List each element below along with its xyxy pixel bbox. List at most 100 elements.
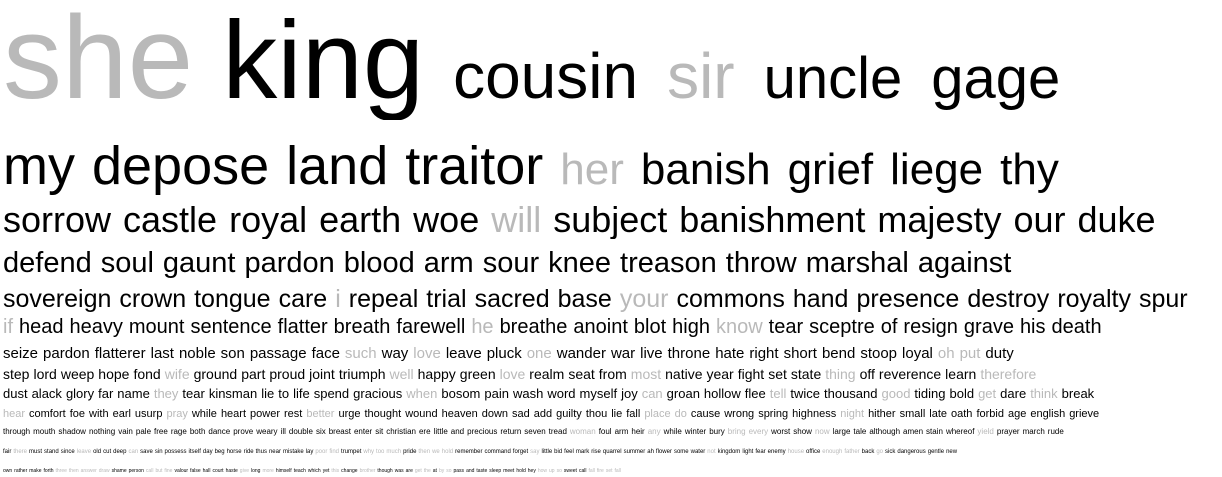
cloud-word: flee xyxy=(744,386,766,401)
cloud-word: sleep xyxy=(489,468,502,474)
cloud-word: forth xyxy=(43,468,54,474)
cloud-word: gage xyxy=(931,46,1061,111)
cloud-word: his xyxy=(1019,317,1046,338)
cloud-word: march xyxy=(1022,427,1045,436)
cloud-word: blood xyxy=(343,248,415,278)
cloud-word: fall xyxy=(614,468,621,474)
cloud-word: soul xyxy=(100,248,154,278)
cloud-word: blot xyxy=(633,317,667,338)
cloud-word: seat xyxy=(568,366,595,382)
cloud-word: realm xyxy=(529,366,565,382)
cloud-word: trumpet xyxy=(341,449,362,455)
cloud-word: love xyxy=(413,345,441,362)
cloud-word: precious xyxy=(467,427,498,436)
cloud-word: teach xyxy=(293,468,306,474)
cloud-word: pardon xyxy=(244,248,335,278)
cloud-word: traitor xyxy=(405,138,544,195)
cloud-word: valour xyxy=(174,468,189,474)
cloud-word: quarrel xyxy=(602,449,622,455)
cloud-word: itself xyxy=(188,449,201,455)
word-row: if head heavy mount sentence flatter breath far… xyxy=(3,317,1220,338)
cloud-word: yet xyxy=(322,468,330,474)
cloud-word: happy xyxy=(417,366,456,382)
cloud-word: passage xyxy=(249,345,307,362)
word-row: own rather make forth three then answer draw sha… xyxy=(3,459,1220,477)
cloud-word: repeal xyxy=(348,286,419,312)
cloud-word: wound xyxy=(405,408,438,420)
cloud-word: lay xyxy=(305,449,314,455)
cloud-word: when xyxy=(406,386,438,401)
cloud-word: mark xyxy=(575,449,590,455)
cloud-word: add xyxy=(533,408,553,420)
cloud-word: go xyxy=(876,449,884,455)
cloud-word: night xyxy=(840,408,865,420)
cloud-word: learn xyxy=(945,366,977,382)
cloud-word: word xyxy=(547,386,576,401)
cloud-word: her xyxy=(560,145,624,194)
cloud-word: usurp xyxy=(134,408,163,420)
cloud-word: bosom xyxy=(441,386,481,401)
cloud-word: spring xyxy=(758,408,789,420)
cloud-word: banish xyxy=(640,145,771,194)
cloud-word: since xyxy=(60,449,75,455)
cloud-word: base xyxy=(557,286,612,312)
cloud-word: face xyxy=(311,345,340,362)
cloud-word: glory xyxy=(65,386,95,401)
cloud-word: kingdom xyxy=(717,449,741,455)
cloud-word: wash xyxy=(512,386,544,401)
cloud-word: show xyxy=(793,427,812,436)
cloud-word: arm xyxy=(614,427,629,436)
cloud-word: grave xyxy=(963,317,1014,338)
cloud-word: reverence xyxy=(878,366,942,382)
cloud-word: royalty xyxy=(1057,286,1131,312)
cloud-word: summer xyxy=(623,449,646,455)
cloud-word: sour xyxy=(482,248,540,278)
cloud-word: ride xyxy=(243,449,254,455)
cloud-word: vain xyxy=(118,427,133,436)
cloud-word: break xyxy=(1061,386,1095,401)
cloud-word: call xyxy=(145,468,154,474)
cloud-word: will xyxy=(491,201,542,239)
word-row: sovereign crown tongue care i repeal trial sacr… xyxy=(3,286,1220,312)
cloud-word: fine xyxy=(164,468,173,474)
cloud-word: horse xyxy=(226,449,242,455)
cloud-word: depose xyxy=(91,138,270,195)
cloud-word: majesty xyxy=(877,201,1002,239)
cloud-word: though xyxy=(377,468,393,474)
cloud-word: fear xyxy=(755,449,766,455)
cloud-word: flatter xyxy=(277,317,328,338)
cloud-word: tell xyxy=(769,386,787,401)
cloud-word: seize xyxy=(3,345,39,362)
cloud-word: earth xyxy=(319,201,402,239)
cloud-word: comfort xyxy=(29,408,66,420)
cloud-word: own xyxy=(3,468,13,474)
cloud-word: find xyxy=(329,449,340,455)
cloud-word: head xyxy=(19,317,64,338)
cloud-word: far xyxy=(98,386,114,401)
cloud-word: to xyxy=(278,386,290,401)
cloud-word: six xyxy=(315,427,326,436)
cloud-word: triumph xyxy=(338,366,386,382)
cloud-word: trial xyxy=(426,286,467,312)
cloud-word: throw xyxy=(725,248,797,278)
cloud-word: rather xyxy=(14,468,28,474)
cloud-word: by xyxy=(438,468,445,474)
cloud-word: foe xyxy=(69,408,86,420)
cloud-word: which xyxy=(307,468,321,474)
cloud-word: deep xyxy=(113,449,127,455)
cloud-word: king xyxy=(222,0,425,120)
cloud-word: get xyxy=(414,468,422,474)
cloud-word: rude xyxy=(1047,427,1064,436)
cloud-word: heart xyxy=(220,408,247,420)
cloud-word: feel xyxy=(564,449,574,455)
cloud-word: there xyxy=(13,449,28,455)
cloud-word: native xyxy=(665,366,703,382)
cloud-word: thy xyxy=(1000,145,1059,194)
cloud-word: mount xyxy=(128,317,185,338)
cloud-word: forbid xyxy=(976,408,1004,420)
cloud-word: breathe xyxy=(499,317,568,338)
cloud-word: live xyxy=(640,345,663,362)
cloud-word: return xyxy=(500,427,522,436)
cloud-word: royal xyxy=(229,201,308,239)
